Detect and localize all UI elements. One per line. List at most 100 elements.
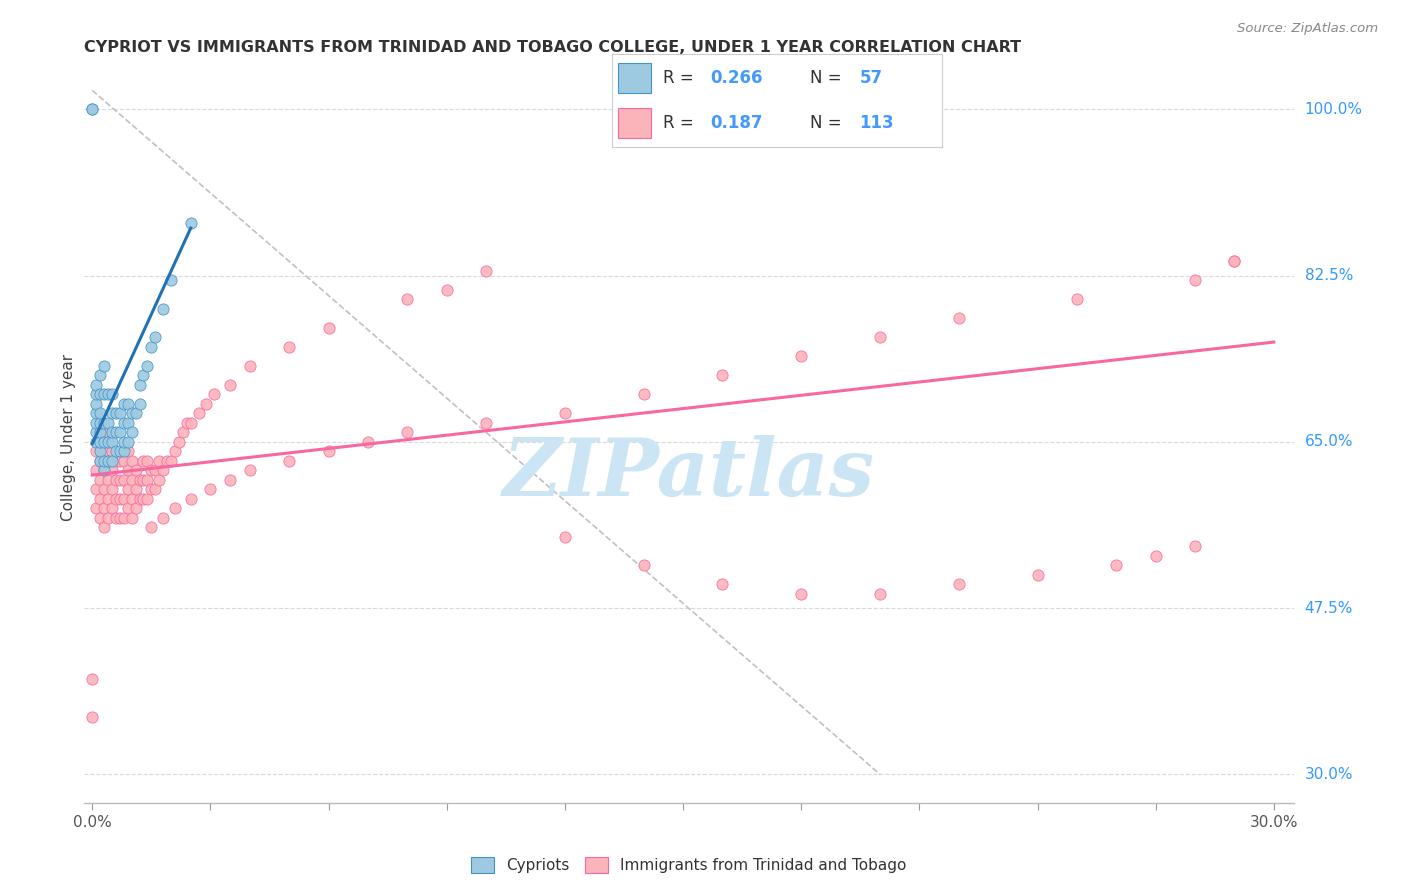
Point [117,483,139,497]
Point [93,434,115,449]
Point [121,454,143,468]
Point [84,406,107,420]
Point [160,454,183,468]
Point [117,501,139,516]
Point [97,491,120,506]
Point [124,463,146,477]
Text: R =: R = [662,114,699,132]
Point [141,463,163,477]
Point [156,454,179,468]
Point [143,330,166,344]
Point [84,397,107,411]
Point [89,491,111,506]
Point [97,454,120,468]
Point [128,473,150,487]
Point [239,359,262,373]
Point [1144,549,1167,563]
Legend: Cypriots, Immigrants from Trinidad and Tobago: Cypriots, Immigrants from Trinidad and T… [465,851,912,880]
Point [141,340,163,354]
Point [93,520,115,534]
Point [117,397,139,411]
Point [101,483,124,497]
Point [180,491,202,506]
Point [101,454,124,468]
Point [117,463,139,477]
Point [633,387,655,401]
Point [711,368,734,383]
Point [93,416,115,430]
Point [108,454,131,468]
Point [89,444,111,458]
Point [93,359,115,373]
Point [97,416,120,430]
Point [195,397,218,411]
Point [124,406,146,420]
Point [101,463,124,477]
Point [112,511,135,525]
Point [84,444,107,458]
Point [124,501,146,516]
Point [148,454,170,468]
Text: 0.266: 0.266 [710,69,763,87]
Point [1223,254,1246,268]
Point [101,387,124,401]
Point [108,406,131,420]
Bar [619,108,651,138]
Point [121,473,143,487]
Point [97,434,120,449]
Point [152,301,174,316]
Point [108,473,131,487]
Text: R =: R = [662,69,699,87]
Point [136,454,159,468]
Point [97,473,120,487]
Point [117,444,139,458]
Point [136,359,159,373]
Point [128,491,150,506]
Text: N =: N = [810,114,846,132]
Point [93,501,115,516]
Point [117,434,139,449]
Point [152,463,174,477]
Point [869,330,891,344]
Text: 47.5%: 47.5% [1305,600,1353,615]
Point [436,283,458,297]
Point [160,273,183,287]
Point [132,368,155,383]
Point [128,397,150,411]
Point [89,387,111,401]
Point [84,377,107,392]
Point [108,511,131,525]
Text: ZIPatlas: ZIPatlas [503,435,875,512]
Point [141,483,163,497]
Point [104,444,127,458]
Point [104,454,127,468]
Point [152,511,174,525]
Point [167,434,190,449]
Point [148,473,170,487]
Point [101,425,124,440]
Point [97,454,120,468]
Point [180,416,202,430]
Point [141,520,163,534]
Point [948,311,970,326]
Point [1184,539,1206,553]
Point [1105,558,1128,573]
Point [93,463,115,477]
Text: CYPRIOT VS IMMIGRANTS FROM TRINIDAD AND TOBAGO COLLEGE, UNDER 1 YEAR CORRELATION: CYPRIOT VS IMMIGRANTS FROM TRINIDAD AND … [84,40,1022,55]
Point [1223,254,1246,268]
Point [124,483,146,497]
Point [84,416,107,430]
Text: 82.5%: 82.5% [1305,268,1353,283]
Point [84,387,107,401]
Point [84,501,107,516]
Point [180,216,202,230]
Point [396,425,419,440]
Point [163,501,186,516]
Point [239,463,262,477]
Point [89,406,111,420]
Point [93,387,115,401]
Text: N =: N = [810,69,846,87]
Point [121,425,143,440]
Point [89,434,111,449]
Point [84,434,107,449]
